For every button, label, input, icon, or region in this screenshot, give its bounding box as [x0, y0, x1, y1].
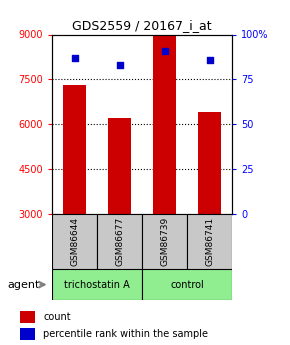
FancyBboxPatch shape	[187, 214, 232, 269]
Text: control: control	[170, 280, 204, 289]
Bar	[20, 328, 35, 340]
Point	[117, 62, 122, 68]
Bar	[108, 118, 131, 214]
Bar	[198, 112, 221, 214]
Text: agent: agent	[8, 280, 40, 289]
FancyBboxPatch shape	[52, 214, 97, 269]
Text: percentile rank within the sample: percentile rank within the sample	[43, 329, 208, 339]
FancyBboxPatch shape	[142, 269, 232, 300]
Bar	[64, 85, 86, 214]
Text: trichostatin A: trichostatin A	[64, 280, 130, 289]
Bar	[20, 310, 35, 323]
Text: GSM86677: GSM86677	[115, 217, 124, 266]
Text: count: count	[43, 312, 71, 322]
FancyBboxPatch shape	[142, 214, 187, 269]
Point	[162, 48, 167, 53]
FancyBboxPatch shape	[97, 214, 142, 269]
Text: GSM86739: GSM86739	[160, 217, 169, 266]
Point	[72, 55, 77, 61]
Text: GSM86644: GSM86644	[70, 217, 79, 266]
Point	[207, 57, 212, 62]
Bar	[153, 0, 176, 214]
FancyBboxPatch shape	[52, 269, 142, 300]
Title: GDS2559 / 20167_i_at: GDS2559 / 20167_i_at	[72, 19, 212, 32]
Text: GSM86741: GSM86741	[205, 217, 214, 266]
